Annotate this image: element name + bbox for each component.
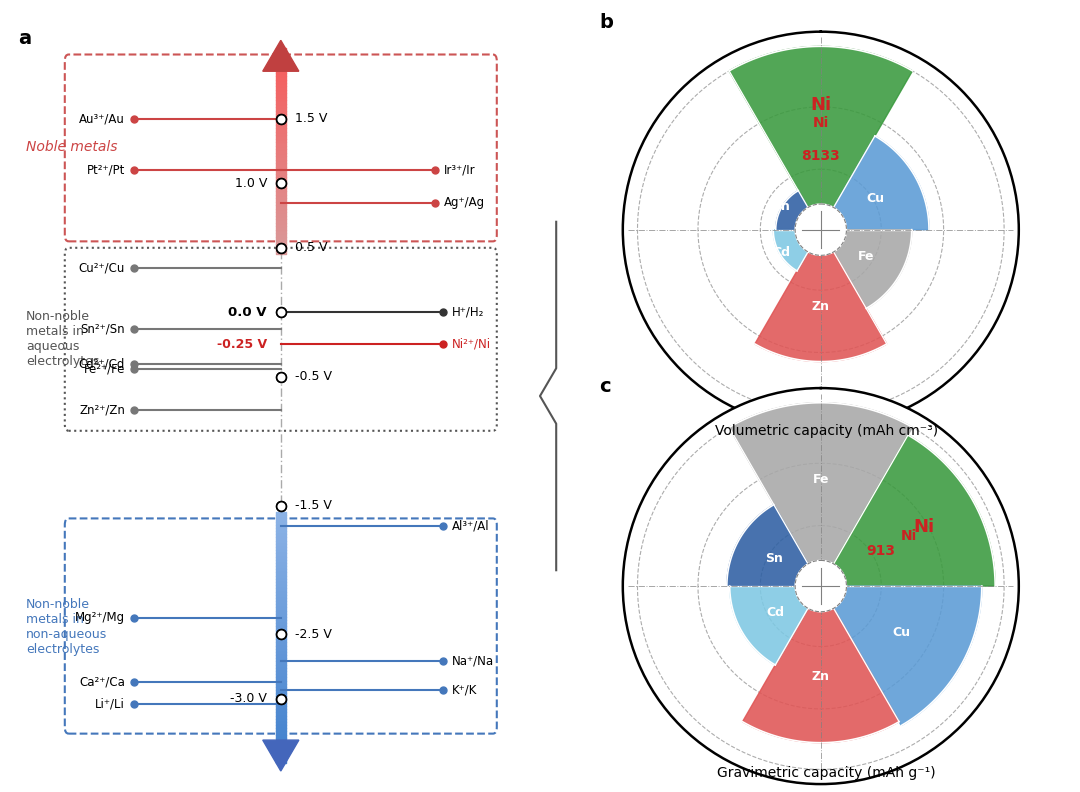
Text: Ni: Ni [913, 518, 934, 536]
Text: -1.5 V: -1.5 V [295, 499, 332, 512]
Text: Ni: Ni [901, 528, 917, 543]
Text: Zn²⁺/Zn: Zn²⁺/Zn [79, 404, 125, 417]
Text: Zn: Zn [812, 299, 829, 313]
Text: K⁺/K: K⁺/K [453, 683, 477, 696]
Text: b: b [599, 13, 613, 32]
Text: -0.5 V: -0.5 V [295, 370, 332, 383]
Text: 8133: 8133 [801, 150, 840, 163]
Text: Ni: Ni [810, 96, 832, 114]
Text: Gravimetric capacity (mAh g⁻¹): Gravimetric capacity (mAh g⁻¹) [717, 766, 935, 780]
Text: Sn: Sn [772, 200, 791, 213]
Text: Cd²⁺/Cd: Cd²⁺/Cd [79, 357, 125, 371]
Text: Noble metals: Noble metals [26, 140, 118, 154]
Text: 0.5 V: 0.5 V [295, 242, 327, 254]
Polygon shape [775, 191, 821, 230]
Text: Cd: Cd [766, 606, 784, 619]
Text: Non-noble
metals in
non-aqueous
electrolytes: Non-noble metals in non-aqueous electrol… [26, 598, 108, 656]
Text: 0.0 V: 0.0 V [228, 306, 267, 318]
Text: Ca²⁺/Ca: Ca²⁺/Ca [79, 676, 125, 688]
Text: Volumetric capacity (mAh cm⁻³): Volumetric capacity (mAh cm⁻³) [715, 424, 937, 438]
Text: Ni: Ni [812, 116, 829, 131]
Text: Sn²⁺/Sn: Sn²⁺/Sn [80, 322, 125, 336]
Text: Fe²⁺/Fe: Fe²⁺/Fe [83, 363, 125, 375]
Polygon shape [821, 230, 912, 308]
Polygon shape [729, 47, 913, 230]
Text: Cd: Cd [772, 246, 791, 259]
Polygon shape [795, 561, 847, 611]
Polygon shape [821, 435, 995, 586]
Text: Ag⁺/Ag: Ag⁺/Ag [444, 196, 486, 209]
Polygon shape [262, 740, 299, 771]
Text: -0.25 V: -0.25 V [217, 338, 267, 351]
Polygon shape [821, 136, 929, 230]
Text: Pt²⁺/Pt: Pt²⁺/Pt [86, 164, 125, 177]
Text: Mg²⁺/Mg: Mg²⁺/Mg [75, 611, 125, 624]
Text: Ni²⁺/Ni: Ni²⁺/Ni [453, 338, 491, 351]
Text: H⁺/H₂: H⁺/H₂ [453, 306, 485, 318]
Text: Sn: Sn [765, 552, 783, 565]
Polygon shape [755, 230, 887, 362]
Polygon shape [795, 204, 847, 255]
Text: -2.5 V: -2.5 V [295, 628, 332, 641]
Polygon shape [773, 230, 821, 271]
Text: Cu²⁺/Cu: Cu²⁺/Cu [79, 262, 125, 275]
Polygon shape [743, 586, 899, 743]
Text: Non-noble
metals in
aqueous
electrolytes: Non-noble metals in aqueous electrolytes [26, 310, 99, 368]
Text: Na⁺/Na: Na⁺/Na [453, 655, 495, 668]
Polygon shape [727, 505, 821, 586]
Text: Au³⁺/Au: Au³⁺/Au [79, 112, 125, 125]
Text: a: a [18, 29, 31, 48]
Text: Cu: Cu [893, 626, 910, 639]
Text: Al³⁺/Al: Al³⁺/Al [453, 520, 489, 533]
Text: Fe: Fe [859, 249, 875, 262]
Text: 913: 913 [866, 544, 895, 558]
Text: -3.0 V: -3.0 V [230, 692, 267, 706]
Text: 1.0 V: 1.0 V [234, 177, 267, 190]
Text: Li⁺/Li: Li⁺/Li [95, 698, 125, 710]
Polygon shape [821, 586, 982, 725]
Text: Cu: Cu [866, 192, 885, 205]
Polygon shape [730, 586, 821, 665]
Polygon shape [729, 403, 913, 586]
Text: Zn: Zn [812, 670, 829, 683]
Text: 1.5 V: 1.5 V [295, 112, 327, 125]
Text: Ir³⁺/Ir: Ir³⁺/Ir [444, 164, 476, 177]
Text: c: c [599, 377, 611, 396]
Polygon shape [262, 40, 299, 71]
Text: Fe: Fe [812, 474, 829, 486]
